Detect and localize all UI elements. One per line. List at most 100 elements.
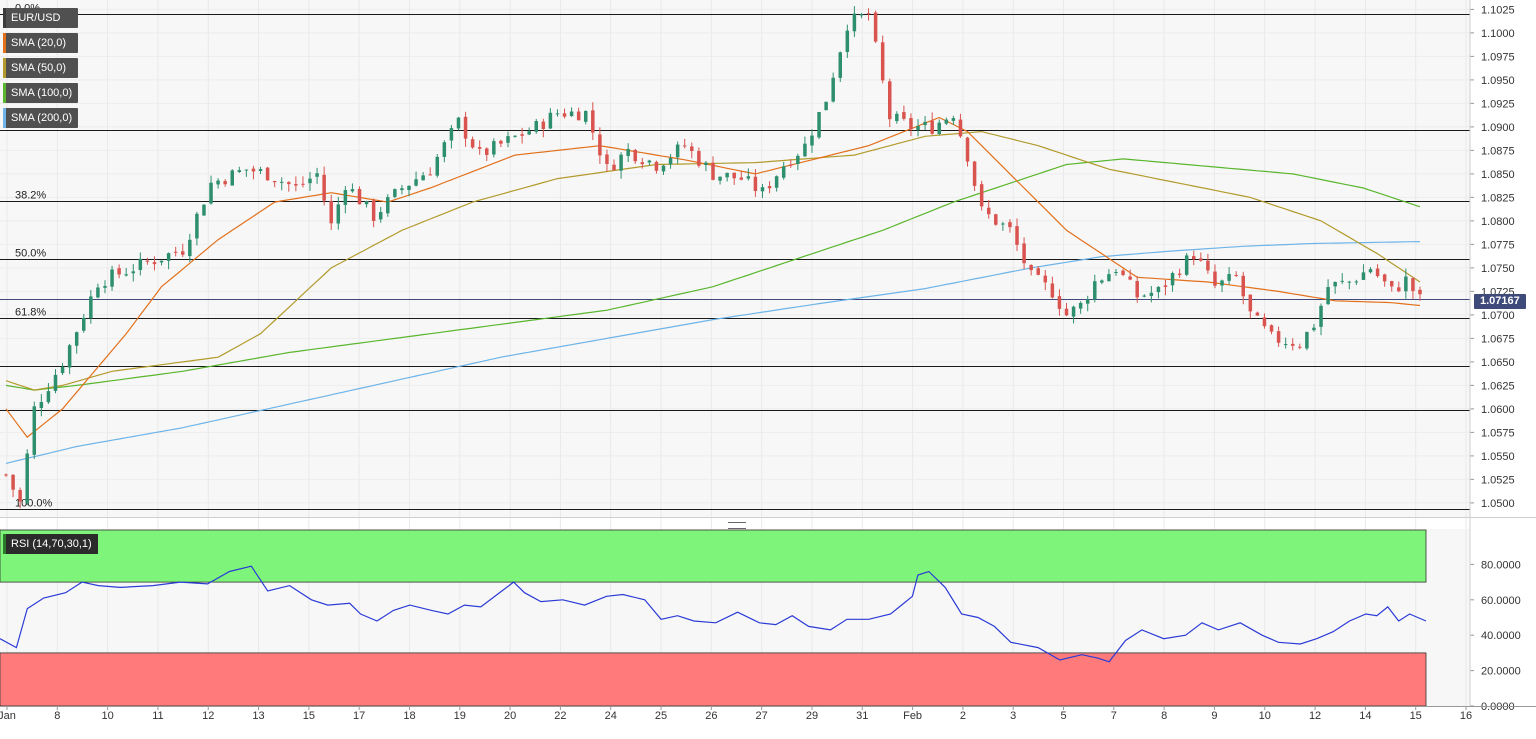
x-tick-label: 8 (54, 710, 60, 722)
candle-body (315, 173, 319, 177)
candle-body (902, 112, 906, 119)
candle-body (1064, 308, 1069, 316)
candle-body (336, 204, 341, 224)
candle-body (152, 262, 157, 265)
candle-body (845, 30, 850, 53)
x-tick-label: 2 (960, 710, 966, 722)
legend-sma100[interactable]: SMA (100,0) (3, 83, 79, 103)
y-axis: 1.1025 1.1000 1.0975 1.0950 1.0925 1.0900 1.08… (1470, 4, 1521, 713)
candle-body (1305, 331, 1309, 349)
x-tick-label: 11 (152, 710, 163, 722)
rsi-y-tick-label: 80.0000 (1481, 559, 1521, 571)
candle-body (951, 118, 956, 121)
x-tick-label: 18 (403, 710, 415, 722)
candle-body (1290, 343, 1295, 346)
x-tick-label: 19 (454, 710, 466, 722)
candle-body (343, 190, 348, 205)
candle-body (223, 181, 227, 185)
legend-symbol[interactable]: EUR/USD (3, 8, 79, 28)
candle-body (1241, 275, 1245, 297)
y-tick-label: 1.0975 (1481, 51, 1515, 63)
candle-body (704, 162, 708, 165)
candle-body (145, 260, 150, 262)
candle-body (796, 155, 800, 165)
candle-body (1375, 268, 1380, 277)
candle-body (576, 111, 581, 121)
candle-body (308, 178, 312, 184)
candle-body (506, 136, 510, 143)
legend-sma50-label: SMA (50,0) (11, 62, 67, 74)
candle-body (435, 156, 440, 176)
y-tick-label: 1.0700 (1481, 310, 1515, 322)
candle-body (1135, 281, 1139, 298)
candle-body (1234, 274, 1238, 276)
candle-body (619, 154, 623, 171)
candle-body (202, 204, 206, 216)
candle-body (477, 147, 482, 149)
candle-body (753, 176, 758, 191)
candle-body (287, 182, 291, 185)
x-tick-label: 13 (252, 710, 264, 722)
candle-body (46, 391, 51, 403)
rsi-y-tick-label: 60.0000 (1481, 595, 1521, 607)
candle-body (859, 14, 864, 16)
candle-body (1220, 280, 1224, 286)
price-panel (0, 0, 1470, 517)
candle-body (96, 287, 100, 298)
candle-body (216, 180, 220, 185)
legend-rsi[interactable]: RSI (14,70,30,1) (3, 534, 98, 554)
candle-body (492, 141, 496, 155)
x-tick-label: 16 (1460, 710, 1472, 722)
candle-body (428, 174, 432, 176)
candle-body (732, 172, 736, 179)
candle-body (711, 162, 715, 180)
candle-body (230, 170, 234, 186)
candle-body (1192, 256, 1196, 260)
legend-sma200[interactable]: SMA (200,0) (3, 108, 79, 128)
candle-body (244, 169, 249, 171)
candle-body (958, 119, 963, 137)
rsi-y-tick-label: 20.0000 (1481, 666, 1521, 678)
x-tick-label: 24 (605, 710, 617, 722)
legend-sma20[interactable]: SMA (20,0) (3, 33, 79, 53)
candle-body (1121, 270, 1125, 275)
x-tick-label: 12 (202, 710, 214, 722)
candle-body (463, 116, 468, 139)
candle-body (930, 120, 934, 134)
fib-label: 50.0% (15, 248, 46, 260)
candle-body (1389, 281, 1394, 287)
legend-sma100-label: SMA (100,0) (11, 87, 73, 99)
candle-body (598, 134, 602, 156)
candle-body (173, 251, 178, 253)
candle-body (279, 181, 284, 183)
candle-body (1050, 283, 1055, 298)
legend-rsi-label: RSI (14,70,30,1) (11, 538, 92, 550)
candle-body (873, 12, 878, 42)
candle-body (470, 139, 475, 148)
candle-body (258, 169, 263, 171)
legend-sma50[interactable]: SMA (50,0) (3, 58, 79, 78)
candle-body (117, 268, 121, 275)
candle-body (513, 135, 517, 137)
y-tick-label: 1.0575 (1481, 427, 1515, 439)
candle-body (746, 176, 751, 179)
candle-body (60, 366, 65, 374)
y-tick-label: 1.0550 (1481, 451, 1515, 463)
candle-body (329, 201, 333, 224)
x-tick-label: 15 (1410, 710, 1422, 722)
candle-body (548, 112, 553, 129)
y-tick-label: 1.0950 (1481, 75, 1515, 87)
candle-body (237, 170, 242, 173)
candle-body (272, 180, 277, 183)
candle-body (739, 177, 744, 180)
candle-body (1298, 346, 1302, 348)
candle-body (1411, 278, 1415, 292)
candle-body (888, 81, 892, 120)
candle-body (838, 52, 843, 78)
candle-body (1382, 274, 1387, 282)
candle-body (972, 161, 977, 186)
panel-resize-handle[interactable] (728, 522, 746, 529)
candle-body (32, 406, 37, 455)
candle-body (1128, 276, 1132, 280)
